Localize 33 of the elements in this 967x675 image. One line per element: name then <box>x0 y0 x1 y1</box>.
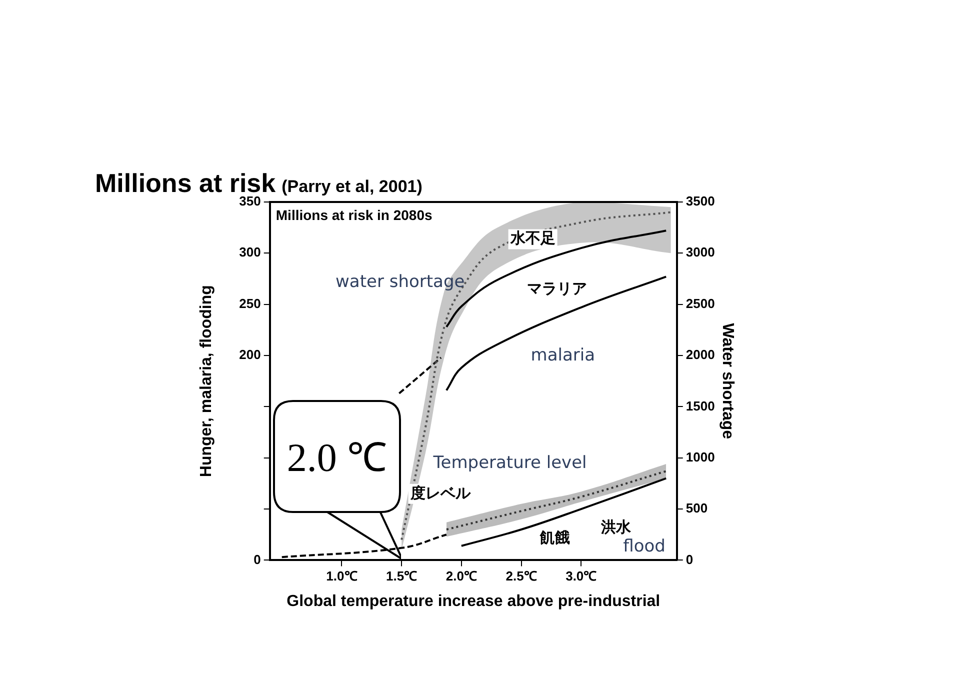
y2-tick-label: 500 <box>686 500 708 516</box>
y2-tick-label: 2500 <box>686 296 715 311</box>
annotation: 洪水 <box>600 518 632 536</box>
y2-axis-title: Water shortage <box>718 323 736 440</box>
annotation: 2.0 ℃ <box>286 434 388 482</box>
y2-tick-label: 1000 <box>686 449 715 464</box>
chart-subtitle: (Parry et al, 2001) <box>282 177 422 196</box>
y-tick-label: 0 <box>254 552 261 567</box>
y-tick-label: 200 <box>239 347 261 362</box>
y-tick-label: 250 <box>239 296 261 311</box>
y2-tick-label: 1500 <box>686 398 715 414</box>
x-axis-title: Global temperature increase above pre-industrial <box>286 592 660 610</box>
annotation: Temperature level <box>432 452 587 473</box>
y2-tick-label: 3000 <box>686 244 715 260</box>
y2-tick-label: 3500 <box>686 194 715 209</box>
y2-tick-label: 2000 <box>686 347 715 362</box>
annotation: water shortage <box>336 272 465 292</box>
annotation: マラリア <box>526 280 587 298</box>
annotation: malaria <box>530 345 596 366</box>
x-tick-label: 1.5℃ <box>386 568 418 584</box>
annotation: 飢餓 <box>538 528 570 547</box>
x-tick-label: 2.5℃ <box>506 568 537 584</box>
y-tick-label: 300 <box>239 244 261 260</box>
annotation: 度レベル <box>409 484 472 502</box>
annotation: Millions at risk in 2080s <box>276 206 433 223</box>
x-tick-label: 1.0℃ <box>326 568 358 584</box>
x-tick-label: 3.0℃ <box>566 568 597 584</box>
y-axis-title: Hunger, malaria, flooding <box>198 285 216 478</box>
y2-tick-label: 0 <box>686 552 694 567</box>
annotation: flood <box>623 536 666 556</box>
annotation: 水不足 <box>509 229 556 248</box>
y-tick-label: 350 <box>239 194 261 209</box>
x-tick-label: 2.0℃ <box>446 568 477 584</box>
